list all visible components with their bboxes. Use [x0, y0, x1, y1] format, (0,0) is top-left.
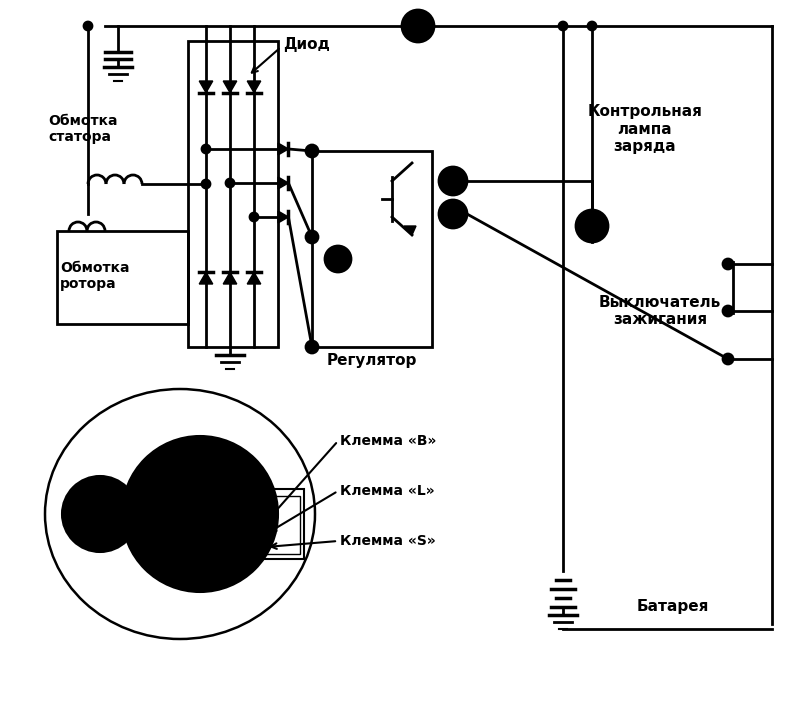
Text: Клемма «L»: Клемма «L» — [340, 484, 434, 498]
Text: S: S — [449, 208, 457, 221]
Circle shape — [62, 476, 138, 552]
Circle shape — [226, 179, 234, 187]
Polygon shape — [199, 81, 213, 93]
Polygon shape — [247, 273, 261, 284]
Text: Выключатель
зажигания: Выключатель зажигания — [599, 295, 721, 327]
Circle shape — [402, 10, 434, 42]
Text: Клемма «S»: Клемма «S» — [340, 534, 436, 548]
Circle shape — [202, 145, 210, 153]
Polygon shape — [404, 226, 416, 235]
Bar — [266, 496, 300, 554]
Text: Батарея: Батарея — [637, 600, 710, 615]
Polygon shape — [223, 273, 237, 284]
Circle shape — [325, 246, 351, 272]
Circle shape — [306, 145, 318, 157]
Circle shape — [559, 22, 567, 30]
Bar — [57, 231, 188, 324]
Bar — [312, 151, 432, 347]
Circle shape — [306, 231, 318, 243]
Text: Обмотка
ротора: Обмотка ротора — [60, 261, 130, 291]
Bar — [188, 41, 278, 347]
Circle shape — [158, 472, 242, 556]
Circle shape — [202, 180, 210, 188]
Text: Контрольная
лампа
заряда: Контрольная лампа заряда — [587, 104, 702, 154]
Circle shape — [723, 259, 733, 269]
Polygon shape — [223, 81, 237, 93]
Polygon shape — [199, 273, 213, 284]
Circle shape — [439, 167, 467, 195]
Circle shape — [576, 210, 608, 242]
Text: Регулятор: Регулятор — [327, 354, 417, 369]
Circle shape — [723, 354, 733, 364]
Polygon shape — [247, 81, 261, 93]
Text: L: L — [450, 175, 457, 188]
Circle shape — [439, 200, 467, 228]
Polygon shape — [278, 211, 288, 223]
Text: B: B — [414, 21, 422, 31]
Bar — [262, 489, 304, 559]
Text: Клемма «B»: Клемма «B» — [340, 434, 436, 448]
Circle shape — [80, 494, 120, 534]
Circle shape — [84, 22, 92, 30]
Circle shape — [122, 436, 278, 592]
Text: Диод: Диод — [283, 37, 330, 52]
Circle shape — [250, 213, 258, 221]
Polygon shape — [278, 177, 288, 189]
Circle shape — [306, 341, 318, 353]
Polygon shape — [278, 143, 288, 155]
Circle shape — [588, 22, 596, 30]
Text: Обмотка
статора: Обмотка статора — [48, 114, 118, 144]
Circle shape — [723, 306, 733, 316]
Text: E: E — [334, 254, 342, 264]
